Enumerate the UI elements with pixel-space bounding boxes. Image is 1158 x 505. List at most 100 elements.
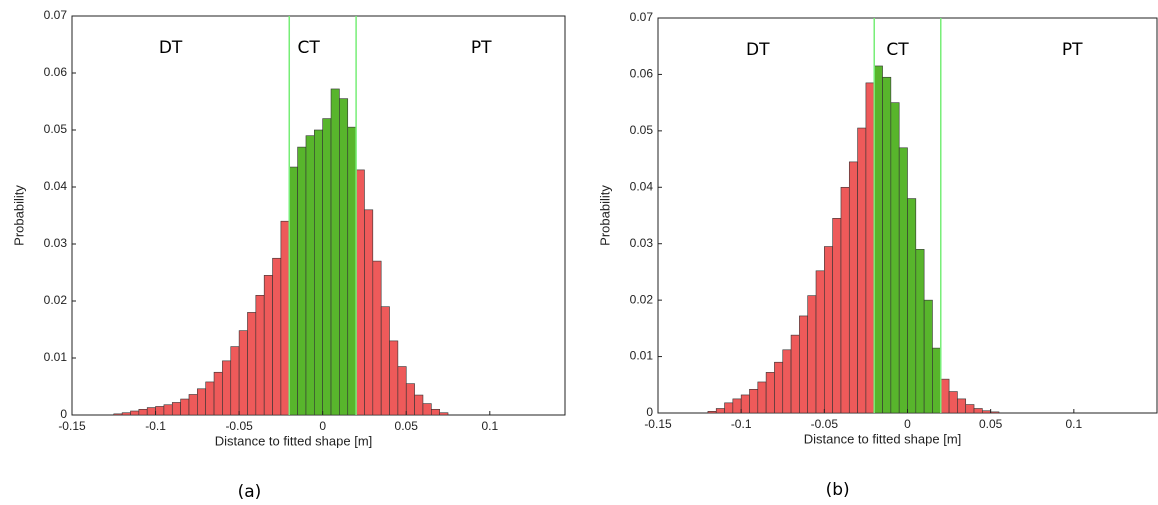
bar: [238, 330, 248, 416]
caption: (a): [238, 482, 262, 502]
bar: [339, 98, 349, 416]
bar: [865, 82, 875, 414]
bar: [857, 127, 867, 414]
bar: [707, 411, 717, 414]
bar: [907, 198, 917, 414]
bar: [364, 209, 374, 416]
bar: [799, 315, 809, 414]
bar: [263, 275, 273, 416]
bar: [113, 413, 123, 416]
bar: [347, 126, 357, 416]
bar: [255, 294, 265, 416]
bar: [389, 340, 399, 416]
bar: [973, 408, 983, 414]
bar: [431, 408, 440, 416]
bar: [815, 270, 825, 414]
bar: [397, 366, 407, 416]
bar: [230, 346, 240, 416]
bar: [724, 402, 734, 414]
bar: [940, 378, 950, 414]
bar: [948, 391, 958, 414]
bar: [197, 388, 206, 416]
y-axis-label: Probability: [597, 185, 612, 246]
y-tick-label: 0.03: [630, 236, 654, 250]
bar: [171, 402, 181, 416]
x-tick-label: 0.05: [979, 417, 1003, 431]
bar: [932, 347, 942, 414]
bar: [715, 408, 725, 414]
bar: [965, 404, 975, 414]
bar: [414, 394, 424, 416]
bar: [957, 398, 967, 414]
y-tick-label: 0.07: [630, 10, 654, 24]
bar: [155, 406, 165, 416]
bar: [439, 412, 449, 416]
bar: [757, 381, 767, 414]
bar: [146, 407, 156, 416]
y-tick-label: 0.01: [630, 349, 654, 363]
region-label: CT: [886, 40, 909, 60]
y-axis-label: Probability: [11, 185, 26, 246]
region-label: DT: [746, 40, 770, 60]
x-tick-label: -0.1: [731, 417, 752, 431]
bar: [740, 394, 750, 414]
bar: [330, 88, 340, 416]
bar: [790, 334, 800, 414]
bar: [305, 135, 315, 416]
x-tick-label: 0.1: [1065, 417, 1082, 431]
bar: [898, 147, 908, 414]
bar: [288, 166, 298, 416]
y-tick-label: 0: [646, 405, 653, 419]
bar: [774, 361, 784, 414]
bar: [807, 295, 817, 414]
region-label: DT: [159, 38, 183, 58]
y-tick-label: 0.06: [630, 67, 654, 81]
bar: [840, 186, 850, 414]
bar: [188, 394, 198, 416]
bar: [322, 118, 332, 416]
bar: [873, 65, 883, 414]
bar: [163, 404, 173, 416]
bar: [297, 146, 307, 416]
y-tick-label: 0.04: [630, 179, 654, 193]
y-tick-label: 0.05: [630, 123, 654, 137]
region-label: CT: [298, 38, 321, 58]
bar: [213, 371, 223, 416]
bar: [732, 398, 742, 414]
y-tick-label: 0.04: [44, 179, 68, 193]
bar: [180, 398, 190, 416]
bar: [205, 381, 215, 416]
caption: (b): [826, 480, 850, 500]
y-tick-label: 0.03: [44, 236, 68, 250]
bar: [749, 388, 759, 414]
x-axis-label: Distance to fitted shape [m]: [215, 433, 373, 448]
bar: [848, 161, 858, 414]
x-tick-label: -0.1: [145, 419, 166, 433]
bar: [247, 312, 257, 416]
region-label: PT: [1062, 40, 1083, 60]
bar: [280, 220, 290, 416]
bar: [121, 412, 131, 416]
bar: [130, 410, 140, 416]
x-tick-label: -0.15: [58, 419, 86, 433]
bar: [990, 411, 1000, 414]
y-tick-label: 0.02: [44, 293, 68, 307]
x-tick-label: -0.05: [225, 419, 253, 433]
x-tick-label: 0.05: [395, 419, 419, 433]
bar: [765, 372, 775, 414]
bar: [372, 260, 382, 416]
x-tick-label: 0.1: [481, 419, 498, 433]
y-tick-label: 0.05: [44, 122, 68, 136]
y-tick-label: 0: [60, 407, 67, 421]
bar: [824, 246, 833, 414]
bar: [222, 360, 232, 416]
bar: [982, 410, 991, 414]
bar: [832, 218, 842, 414]
region-label: PT: [471, 38, 492, 58]
bar: [405, 383, 415, 416]
y-tick-label: 0.07: [44, 8, 68, 22]
x-tick-label: 0: [904, 417, 911, 431]
bar: [138, 408, 148, 416]
bar: [923, 299, 933, 414]
